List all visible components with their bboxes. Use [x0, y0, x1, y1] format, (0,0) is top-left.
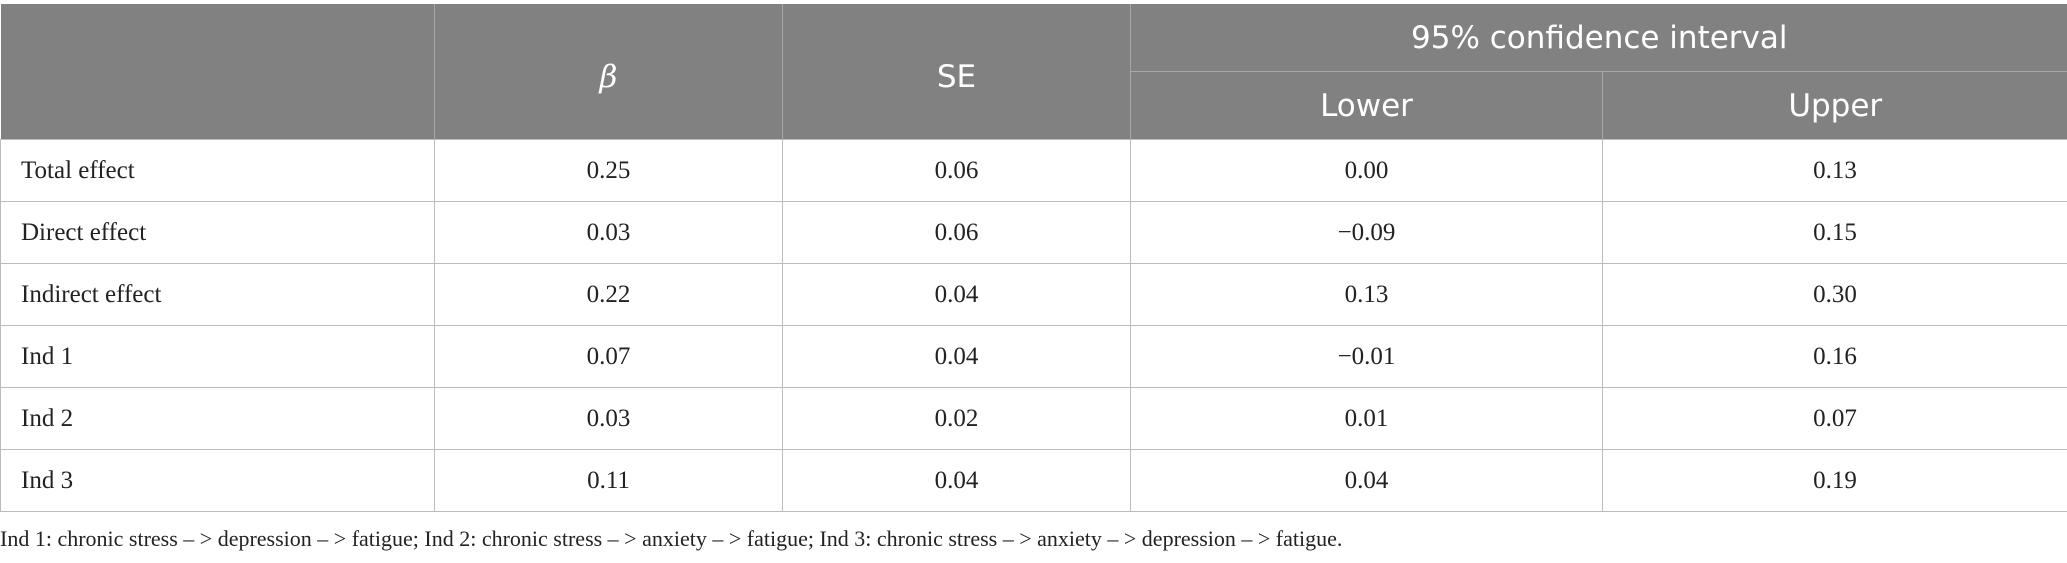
table-row: Ind 1 0.07 0.04 −0.01 0.16 [0, 325, 2067, 388]
lower-value: −0.01 [1130, 325, 1603, 388]
lower-value: 0.04 [1130, 449, 1603, 512]
upper-value: 0.30 [1602, 263, 2067, 326]
upper-value: 0.07 [1602, 387, 2067, 450]
se-value: 0.06 [782, 201, 1131, 264]
lower-header: Lower [1130, 71, 1603, 140]
row-label: Direct effect [0, 201, 435, 264]
se-value: 0.04 [782, 325, 1131, 388]
upper-value: 0.16 [1602, 325, 2067, 388]
row-label: Ind 1 [0, 325, 435, 388]
upper-value: 0.13 [1602, 139, 2067, 202]
beta-value: 0.11 [434, 449, 783, 512]
se-value: 0.02 [782, 387, 1131, 450]
row-label: Ind 3 [0, 449, 435, 512]
table-row: Direct effect 0.03 0.06 −0.09 0.15 [0, 201, 2067, 264]
beta-value: 0.07 [434, 325, 783, 388]
empty-header-cell [0, 4, 435, 140]
ci-header: 95% confidence interval [1130, 4, 2067, 72]
lower-value: 0.00 [1130, 139, 1603, 202]
table-row: Indirect effect 0.22 0.04 0.13 0.30 [0, 263, 2067, 326]
table-row: Ind 2 0.03 0.02 0.01 0.07 [0, 387, 2067, 450]
upper-header: Upper [1602, 71, 2067, 140]
beta-header: β [434, 4, 783, 140]
table-row: Total effect 0.25 0.06 0.00 0.13 [0, 139, 2067, 202]
upper-value: 0.19 [1602, 449, 2067, 512]
se-value: 0.04 [782, 449, 1131, 512]
beta-value: 0.03 [434, 201, 783, 264]
lower-value: −0.09 [1130, 201, 1603, 264]
upper-value: 0.15 [1602, 201, 2067, 264]
beta-value: 0.03 [434, 387, 783, 450]
row-label: Ind 2 [0, 387, 435, 450]
row-label: Indirect effect [0, 263, 435, 326]
se-value: 0.04 [782, 263, 1131, 326]
lower-value: 0.01 [1130, 387, 1603, 450]
beta-value: 0.25 [434, 139, 783, 202]
row-label: Total effect [0, 139, 435, 202]
se-header: SE [782, 4, 1131, 140]
table-footnote: Ind 1: chronic stress – > depression – >… [0, 526, 1343, 551]
lower-value: 0.13 [1130, 263, 1603, 326]
se-value: 0.06 [782, 139, 1131, 202]
beta-value: 0.22 [434, 263, 783, 326]
table-row: Ind 3 0.11 0.04 0.04 0.19 [0, 449, 2067, 512]
results-table: β SE 95% confidence interval Lower Upper… [0, 4, 2067, 512]
table-container: β SE 95% confidence interval Lower Upper… [0, 4, 2067, 512]
